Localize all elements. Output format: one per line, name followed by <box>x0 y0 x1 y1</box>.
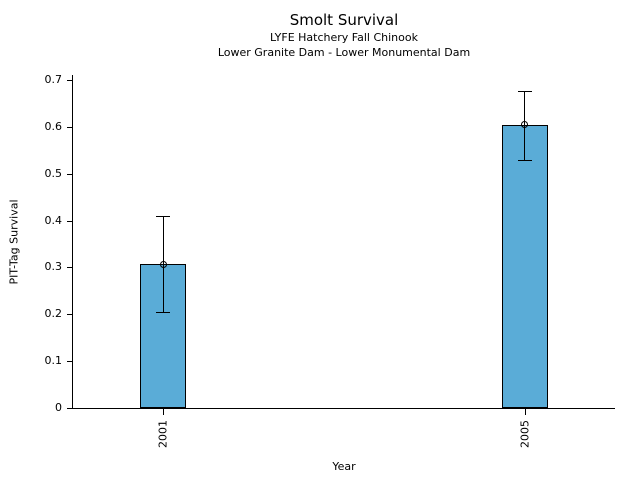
y-tick-label: 0.1 <box>44 354 63 368</box>
chart-subtitle-line1: LYFE Hatchery Fall Chinook <box>270 31 418 44</box>
y-tick-label: 0.3 <box>44 260 63 274</box>
y-tick-mark <box>67 314 73 316</box>
x-axis-label: Year <box>332 460 356 473</box>
error-bar-cap-bottom-2001 <box>156 311 171 313</box>
data-point-marker-2001 <box>159 260 167 268</box>
y-tick-mark <box>67 267 73 269</box>
y-tick-label: 0 <box>55 401 62 414</box>
y-tick-mark <box>67 361 73 363</box>
y-tick-label: 0.4 <box>44 213 63 227</box>
error-bar-cap-bottom-2005 <box>517 159 532 161</box>
y-tick-label: 0.5 <box>44 166 63 180</box>
y-tick-label: 0.6 <box>44 119 63 133</box>
y-tick-mark <box>67 80 73 81</box>
y-tick-mark <box>67 173 73 175</box>
chart-title: Smolt Survival <box>289 11 399 29</box>
y-tick-label: 0.7 <box>44 73 63 86</box>
y-axis-label: PIT-Tag Survival <box>7 199 21 285</box>
y-tick-mark <box>67 408 73 409</box>
x-axis-spine <box>73 408 615 409</box>
error-bar-cap-top-2001 <box>156 215 171 217</box>
y-tick-label: 0.2 <box>44 307 63 321</box>
x-tick-mark-2001 <box>163 409 165 415</box>
bar-2005 <box>501 124 548 408</box>
title-block: Smolt Survival LYFE Hatchery Fall Chinoo… <box>73 11 615 60</box>
y-tick-mark <box>67 220 73 222</box>
y-axis-spine <box>72 75 73 408</box>
x-tick-mark-2005 <box>524 409 526 415</box>
y-tick-mark <box>67 126 73 128</box>
x-tick-label-2005: 2005 <box>518 420 532 448</box>
x-tick-label-2001: 2001 <box>156 420 170 448</box>
data-point-marker-2005 <box>521 121 529 128</box>
error-bar-cap-top-2005 <box>517 91 532 93</box>
chart-subtitle-line2: Lower Granite Dam - Lower Monumental Dam <box>217 46 471 59</box>
